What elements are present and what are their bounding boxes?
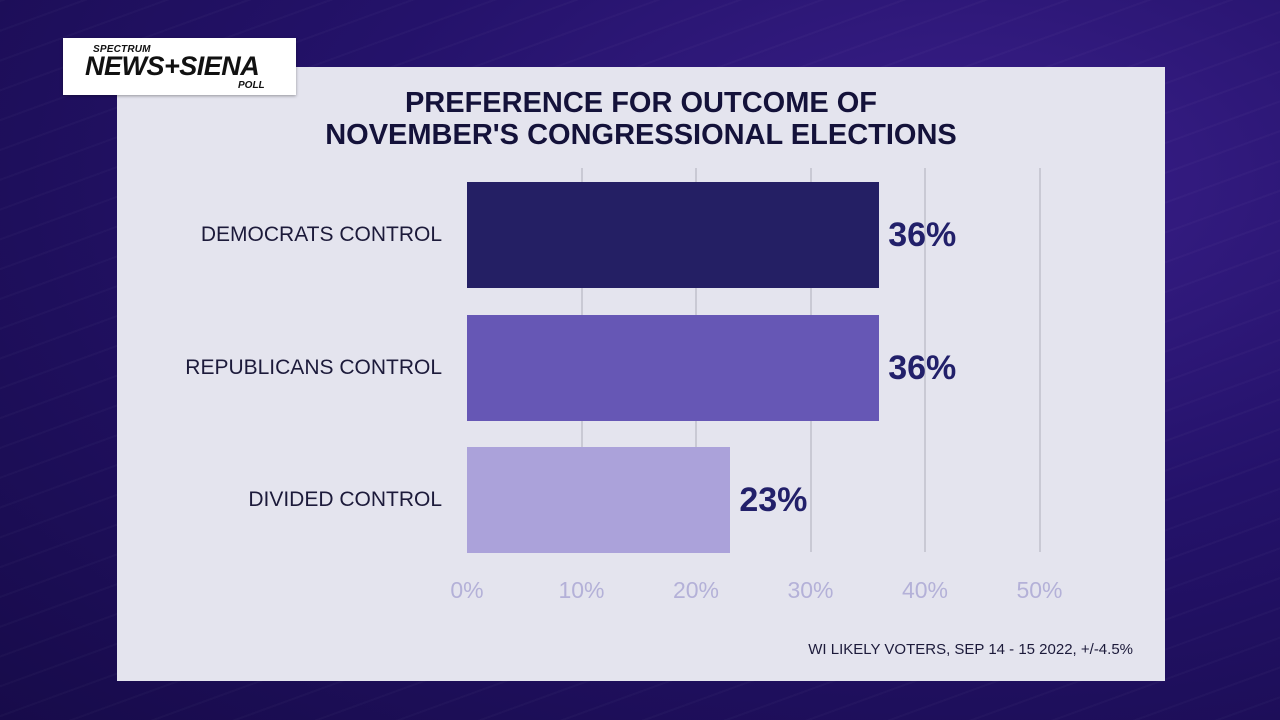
value-label: 23% bbox=[739, 481, 808, 519]
chart-title-line-2: NOVEMBER'S CONGRESSIONAL ELECTIONS bbox=[325, 119, 957, 151]
chart-title-line-1: PREFERENCE FOR OUTCOME OF bbox=[404, 87, 878, 119]
category-label: REPUBLICANS CONTROL bbox=[185, 356, 442, 379]
x-tick-label: 50% bbox=[1016, 577, 1063, 603]
x-tick-label: 40% bbox=[901, 577, 949, 603]
bar bbox=[467, 315, 880, 421]
gridline-50 bbox=[1038, 168, 1041, 552]
category-label: DEMOCRATS CONTROL bbox=[200, 223, 442, 246]
bar bbox=[467, 182, 880, 288]
x-tick-label: 30% bbox=[787, 577, 834, 603]
value-label: 36% bbox=[888, 349, 957, 387]
x-tick-label: 0% bbox=[450, 577, 484, 603]
value-label: 36% bbox=[888, 216, 957, 254]
x-tick-label: 20% bbox=[672, 577, 720, 603]
spectrum-news-siena-poll-logo: SPECTRUM NEWS+SIENA POLL bbox=[63, 38, 296, 95]
poll-footnote: WI LIKELY VOTERS, SEP 14 - 15 2022, +/-4… bbox=[808, 641, 1133, 658]
logo-spectrum-text: SPECTRUM bbox=[93, 44, 151, 55]
logo-main-text: NEWS+SIENA bbox=[85, 51, 260, 81]
category-label: DIVIDED CONTROL bbox=[248, 488, 442, 511]
bar bbox=[467, 447, 731, 553]
gridline-40 bbox=[924, 168, 926, 552]
logo-poll-text: POLL bbox=[238, 80, 265, 91]
x-tick-label: 10% bbox=[558, 577, 605, 603]
